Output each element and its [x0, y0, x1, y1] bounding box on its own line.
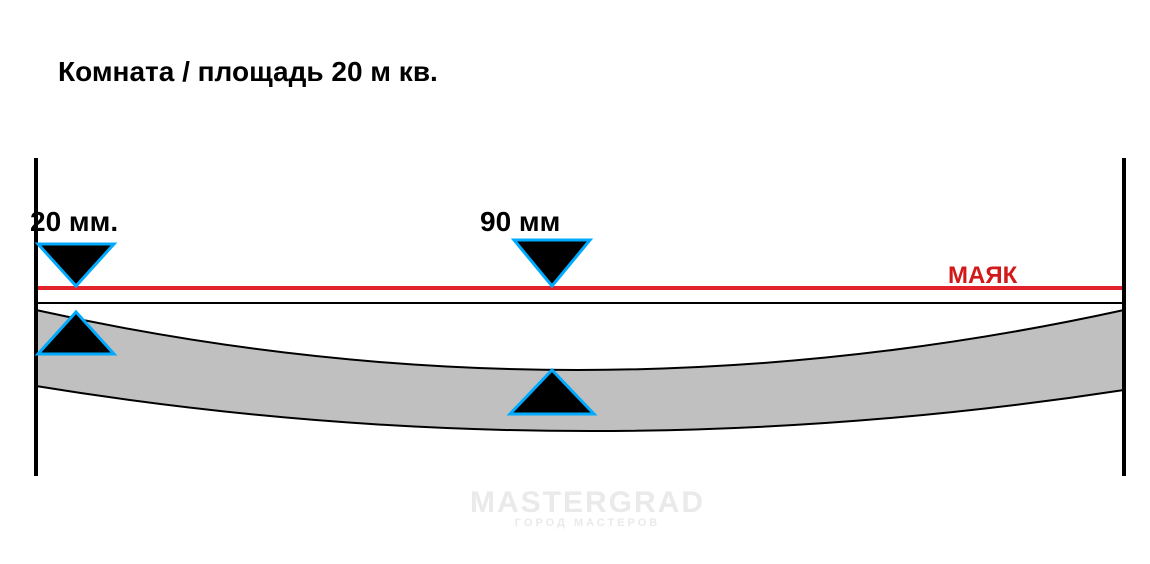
marker-down-0 — [38, 244, 114, 286]
marker-down-1 — [514, 240, 590, 286]
diagram-canvas: Комната / площадь 20 м кв. 20 мм. 90 мм … — [0, 0, 1150, 564]
diagram-svg — [0, 0, 1150, 564]
